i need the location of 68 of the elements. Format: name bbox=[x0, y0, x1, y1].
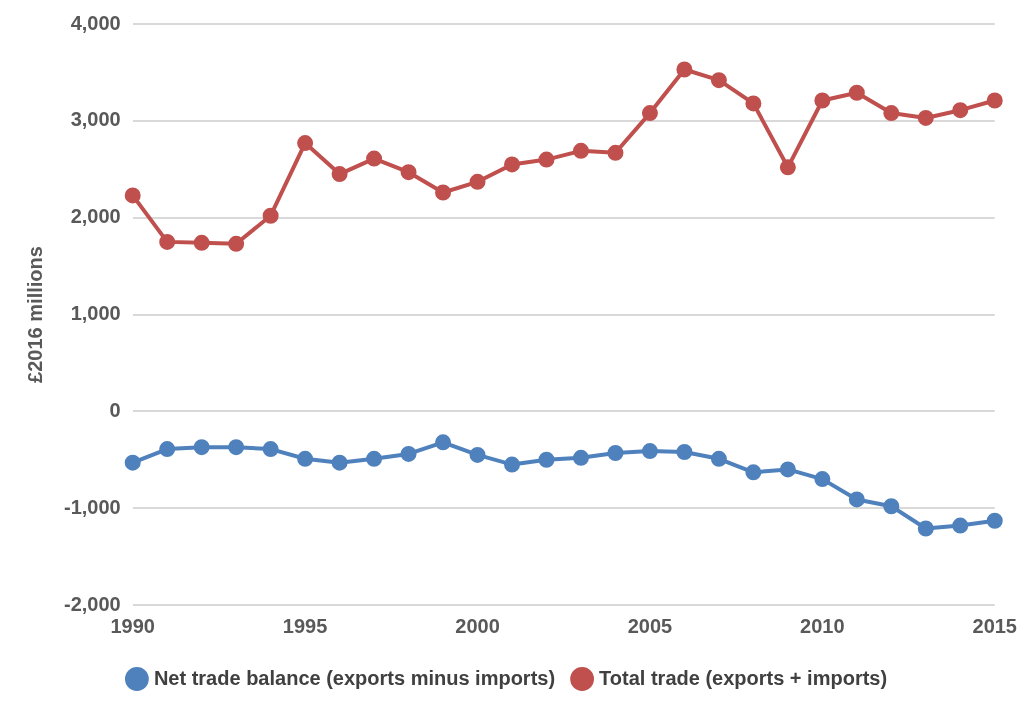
point bbox=[917, 109, 934, 126]
y-axis-title: £2016 millions bbox=[23, 246, 46, 383]
y-tick-label: -2,000 bbox=[63, 592, 121, 615]
x-tick-label: 1990 bbox=[110, 614, 155, 637]
point bbox=[641, 105, 658, 122]
legend-label: Net trade balance (exports minus imports) bbox=[153, 666, 556, 689]
x-tick-label: 2015 bbox=[972, 614, 1017, 637]
point bbox=[572, 449, 589, 466]
point bbox=[572, 142, 589, 159]
point bbox=[366, 450, 383, 467]
x-tick-label: 1995 bbox=[282, 614, 328, 637]
point bbox=[331, 454, 348, 471]
point bbox=[469, 173, 486, 190]
point bbox=[607, 444, 624, 461]
point bbox=[710, 450, 727, 467]
point bbox=[124, 454, 141, 471]
point bbox=[435, 184, 452, 201]
point bbox=[745, 95, 762, 112]
point bbox=[745, 464, 762, 481]
point bbox=[504, 456, 521, 473]
point bbox=[400, 164, 417, 181]
point bbox=[779, 159, 796, 176]
y-tick-label: 0 bbox=[109, 398, 121, 421]
point bbox=[952, 102, 969, 119]
point bbox=[676, 444, 693, 460]
legend-label: Total trade (exports + imports) bbox=[599, 666, 888, 689]
point bbox=[159, 233, 176, 250]
point bbox=[504, 156, 521, 173]
y-tick-label: -1,000 bbox=[63, 495, 121, 518]
y-tick-label: 4,000 bbox=[70, 11, 121, 34]
point bbox=[193, 234, 210, 251]
point bbox=[814, 471, 831, 488]
point bbox=[297, 450, 314, 467]
point bbox=[297, 135, 314, 152]
point bbox=[779, 461, 796, 478]
point bbox=[952, 517, 969, 534]
point bbox=[607, 144, 624, 161]
point bbox=[641, 443, 658, 460]
point bbox=[435, 434, 452, 451]
point bbox=[848, 491, 865, 508]
y-tick-label: 3,000 bbox=[70, 108, 121, 131]
point bbox=[676, 61, 693, 78]
point bbox=[814, 92, 831, 109]
point bbox=[400, 445, 417, 462]
point bbox=[986, 92, 1003, 109]
point bbox=[883, 498, 900, 515]
point bbox=[538, 151, 555, 168]
point bbox=[848, 84, 865, 101]
point bbox=[883, 105, 900, 122]
point bbox=[331, 166, 348, 183]
y-tick-label: 2,000 bbox=[70, 205, 121, 228]
x-tick-label: 2010 bbox=[800, 614, 845, 637]
point bbox=[986, 512, 1003, 529]
point bbox=[469, 446, 486, 463]
point bbox=[366, 150, 383, 167]
point bbox=[710, 72, 727, 89]
y-tick-label: 1,000 bbox=[70, 302, 121, 325]
point bbox=[538, 451, 555, 468]
point bbox=[262, 207, 279, 224]
point bbox=[228, 439, 245, 456]
x-tick-label: 2000 bbox=[455, 614, 500, 637]
point bbox=[193, 439, 210, 456]
x-tick-label: 2005 bbox=[627, 614, 673, 637]
point bbox=[917, 520, 934, 537]
point bbox=[262, 441, 279, 458]
point bbox=[228, 235, 245, 252]
point bbox=[124, 187, 141, 204]
point bbox=[159, 441, 176, 458]
